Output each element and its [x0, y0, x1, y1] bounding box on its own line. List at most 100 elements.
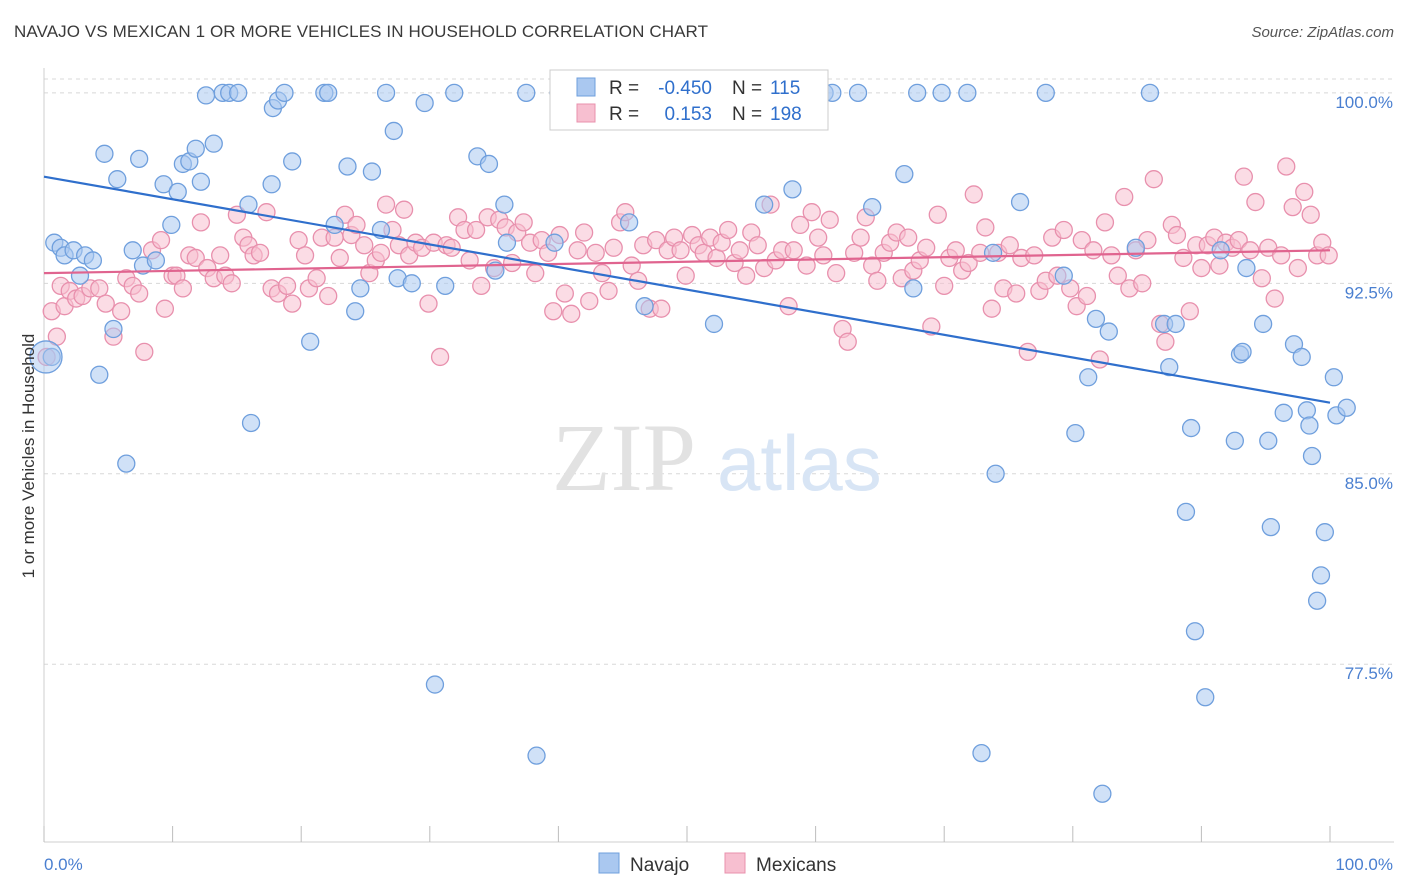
- stats-legend-frame: [549, 69, 829, 131]
- navajo-point: [1302, 446, 1322, 466]
- y-tick-label: 100.0%: [1335, 93, 1393, 112]
- navajo-point: [1259, 431, 1278, 450]
- mexicans-point: [1095, 213, 1115, 232]
- navajo-point: [1300, 416, 1319, 435]
- navajo-point: [191, 172, 211, 191]
- mexicans-point: [1115, 187, 1134, 207]
- navajo-points: [29, 83, 1356, 803]
- mexicans-point: [90, 279, 109, 298]
- navajo-point: [1233, 342, 1252, 362]
- mexicans-point: [1133, 274, 1152, 293]
- navajo-point: [104, 319, 123, 339]
- mexicans-point: [191, 213, 211, 232]
- mexicans-point: [283, 294, 302, 313]
- mexicans-point: [1271, 246, 1291, 265]
- navajo-point: [229, 83, 248, 103]
- mexicans-point: [599, 281, 618, 301]
- navajo-point: [932, 83, 951, 103]
- navajo-n-value: 115: [770, 78, 800, 99]
- mexicans-trend-line: [43, 249, 1331, 275]
- navajo-point: [1297, 401, 1317, 420]
- navajo-point: [319, 83, 338, 103]
- mexicans-point: [748, 236, 767, 255]
- mexicans-point: [355, 236, 374, 255]
- navajo-point: [497, 233, 517, 252]
- navajo-point: [90, 365, 109, 384]
- navajo-point: [958, 83, 977, 103]
- mexicans-point: [371, 243, 391, 262]
- mexicans-point: [135, 342, 154, 362]
- navajo-point: [1307, 591, 1327, 610]
- mexicans-point: [935, 276, 954, 296]
- mexicans-point: [1007, 284, 1026, 303]
- mexicans-point: [845, 243, 864, 262]
- navajo-point: [402, 274, 421, 293]
- navajo-point: [908, 83, 927, 103]
- mexicans-point: [394, 200, 414, 219]
- mexicans-point: [982, 299, 1001, 318]
- navajo-point: [241, 413, 261, 433]
- navajo-point: [986, 464, 1005, 483]
- gridlines: [44, 78, 1394, 665]
- mexicans-point: [1156, 332, 1175, 351]
- mexicans-points: [37, 157, 1338, 369]
- navajo-point: [1036, 83, 1055, 103]
- legend-navajo-label: Navajo: [630, 855, 689, 876]
- navajo-point: [186, 139, 205, 158]
- navajo-point: [1274, 403, 1293, 422]
- navajo-point: [362, 162, 382, 181]
- navajo-point: [70, 266, 90, 285]
- navajo-point: [123, 241, 142, 260]
- navajo-point: [635, 297, 654, 316]
- navajo-point: [83, 251, 103, 270]
- mexicans-point: [1077, 286, 1097, 306]
- trend-lines: [43, 175, 1331, 404]
- watermark-atlas: atlas: [717, 419, 882, 507]
- mexicans-r-label: R =: [609, 104, 639, 125]
- navajo-point: [436, 276, 455, 296]
- legend-navajo-swatch: [598, 852, 620, 874]
- navajo-point: [1166, 314, 1185, 334]
- mexicans-point: [868, 271, 887, 290]
- legend-mexicans-swatch: [724, 852, 746, 874]
- navajo-point: [1237, 258, 1256, 278]
- mexicans-point: [186, 248, 205, 268]
- x-tick-label-min: 0.0%: [44, 855, 83, 874]
- navajo-point: [283, 152, 302, 171]
- mexicans-point: [814, 246, 833, 265]
- mexicans-n-label: N =: [732, 104, 762, 125]
- navajo-point: [1181, 418, 1201, 438]
- mexicans-point: [802, 203, 821, 222]
- mexicans-point: [1229, 230, 1248, 250]
- mexicans-swatch: [576, 103, 596, 123]
- navajo-point: [1211, 241, 1230, 260]
- mexicans-point: [1192, 258, 1211, 278]
- navajo-point: [196, 86, 216, 105]
- legend-mexicans-label: Mexicans: [756, 855, 836, 876]
- navajo-point-large: [29, 340, 63, 374]
- navajo-point: [1292, 347, 1311, 367]
- mexicans-point: [155, 299, 175, 318]
- navajo-point: [338, 157, 357, 176]
- mexicans-point: [514, 213, 533, 232]
- watermark: ZIP atlas: [552, 404, 882, 511]
- navajo-point: [755, 195, 774, 214]
- navajo-point: [527, 746, 546, 765]
- mexicans-point: [580, 291, 599, 311]
- y-tick-label: 77.5%: [1345, 664, 1393, 683]
- mexicans-point: [1252, 269, 1271, 288]
- navajo-point: [972, 743, 991, 763]
- navajo-trend-line: [43, 175, 1331, 404]
- mexicans-point: [797, 256, 816, 275]
- mexicans-point: [737, 266, 756, 285]
- x-tick-label-max: 100.0%: [1335, 855, 1393, 874]
- mexicans-point: [151, 230, 171, 250]
- navajo-r-label: R =: [609, 78, 639, 99]
- navajo-point: [262, 175, 281, 194]
- mexicans-point: [784, 241, 803, 260]
- mexicans-point: [130, 284, 149, 303]
- mexicans-point: [1241, 241, 1260, 260]
- mexicans-point: [466, 220, 486, 240]
- navajo-point: [1160, 357, 1179, 377]
- tick-labels: 100.0% 92.5% 85.0% 77.5% 0.0% 100.0%: [44, 93, 1393, 874]
